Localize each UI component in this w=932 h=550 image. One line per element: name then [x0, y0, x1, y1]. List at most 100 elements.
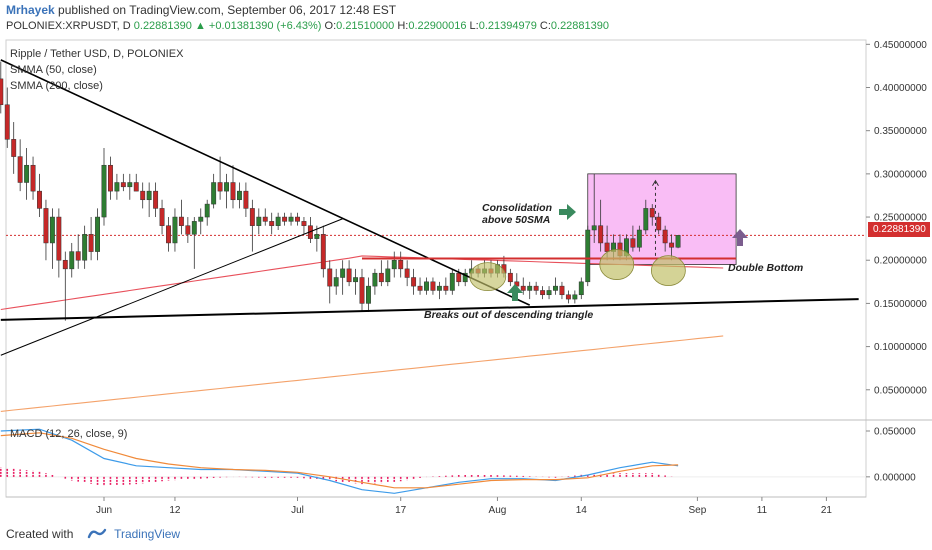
candle-body [256, 216, 262, 226]
candle [430, 277, 436, 295]
macd-legend[interactable]: MACD (12, 26, close, 9) [10, 428, 128, 440]
open-value: 0.21510000 [336, 20, 395, 32]
candle-body [346, 268, 352, 283]
candle-body [533, 285, 539, 291]
candle-body [217, 182, 223, 192]
candle-body [398, 259, 404, 270]
candle-body [378, 272, 384, 283]
candle-body [359, 277, 365, 304]
last-price-tag: 0.22881390 [868, 222, 930, 237]
low-value: 0.21394979 [478, 20, 537, 32]
candle [4, 87, 10, 148]
time-tick-label: Aug [489, 505, 507, 516]
open-label: O: [324, 20, 337, 32]
candle [333, 268, 339, 295]
candle-body [314, 234, 320, 239]
candle-body [456, 272, 462, 283]
candle-body [585, 229, 591, 283]
candle [565, 290, 571, 304]
candle-body [127, 182, 133, 188]
candle [127, 173, 133, 200]
macd-line [0, 428, 679, 494]
candle-body [520, 285, 526, 291]
consolidation-arrow-icon [559, 204, 576, 220]
tradingview-logo-icon [87, 528, 106, 539]
candle-body [69, 251, 75, 270]
candle-body [37, 190, 42, 209]
candle [49, 208, 55, 269]
candle [378, 260, 384, 287]
high-value: 0.22900016 [408, 20, 467, 32]
price-tick-label: 0.30000000 [874, 169, 927, 180]
candle [630, 225, 636, 252]
candle [282, 212, 288, 226]
change-up-icon: ▲ [194, 20, 206, 32]
candle-body [159, 208, 165, 226]
candle-body [24, 164, 30, 183]
candle [340, 260, 346, 295]
candle [366, 277, 371, 313]
bounce-arrow-icon [732, 229, 748, 246]
candle [269, 212, 275, 235]
candle [178, 199, 184, 235]
candle-body [430, 281, 436, 291]
candle [372, 268, 378, 295]
time-tick-label: Jun [96, 505, 112, 516]
ohlc-bar: POLONIEX:XRPUSDT, D 0.22881390 ▲ +0.0138… [6, 19, 609, 33]
candle [559, 281, 565, 300]
first-bottom-ellipse [599, 249, 635, 280]
close-value: 0.22881390 [550, 20, 610, 32]
candle-body [0, 78, 4, 106]
chart-title: Ripple / Tether USD, D, POLONIEX [10, 48, 184, 60]
candle-body [17, 156, 23, 183]
candle [75, 234, 81, 269]
candle [56, 208, 62, 278]
candle-body [643, 208, 649, 231]
candle-body [185, 225, 191, 235]
consolidation-note: Consolidation [482, 202, 552, 214]
time-tick-label: Sep [689, 505, 707, 516]
price-tick-label: 0.35000000 [874, 126, 927, 137]
sma200-legend[interactable]: SMMA (200, close) [10, 80, 103, 92]
signal-line [0, 432, 679, 489]
candle [101, 147, 107, 226]
candle [546, 286, 552, 300]
macd-tick-label: 0.000000 [874, 472, 916, 483]
candle-body [108, 164, 113, 192]
candle [120, 173, 126, 192]
candle-body [662, 229, 668, 244]
candle [166, 217, 171, 252]
candle [198, 208, 204, 235]
candle-body [649, 208, 655, 218]
candle [327, 260, 333, 304]
sma200-line [0, 335, 724, 412]
author-name[interactable]: Mrhayek [6, 3, 55, 17]
candle-body [75, 251, 81, 261]
time-tick-label: Jul [291, 505, 304, 516]
candle-body [249, 208, 255, 226]
sma50-legend[interactable]: SMMA (50, close) [10, 64, 97, 76]
candle [578, 277, 584, 300]
candle-body [275, 216, 281, 226]
candle-body [553, 285, 558, 291]
candle-body [82, 234, 88, 261]
candle-body [288, 216, 294, 222]
candle [288, 212, 294, 226]
candle-body [198, 216, 204, 222]
candle [507, 268, 513, 287]
candle [224, 173, 230, 209]
time-tick-label: 21 [821, 505, 833, 516]
candle [520, 277, 526, 295]
candle [191, 217, 197, 269]
candle [262, 208, 268, 226]
tradingview-brand[interactable]: TradingView [114, 527, 181, 541]
candle-body [133, 182, 139, 192]
candle-body [327, 268, 333, 287]
candle-body [153, 190, 159, 209]
candle-body [436, 285, 442, 291]
candle-body [417, 285, 423, 291]
candle [424, 277, 429, 295]
candle-body [527, 285, 533, 291]
candle [662, 225, 668, 252]
